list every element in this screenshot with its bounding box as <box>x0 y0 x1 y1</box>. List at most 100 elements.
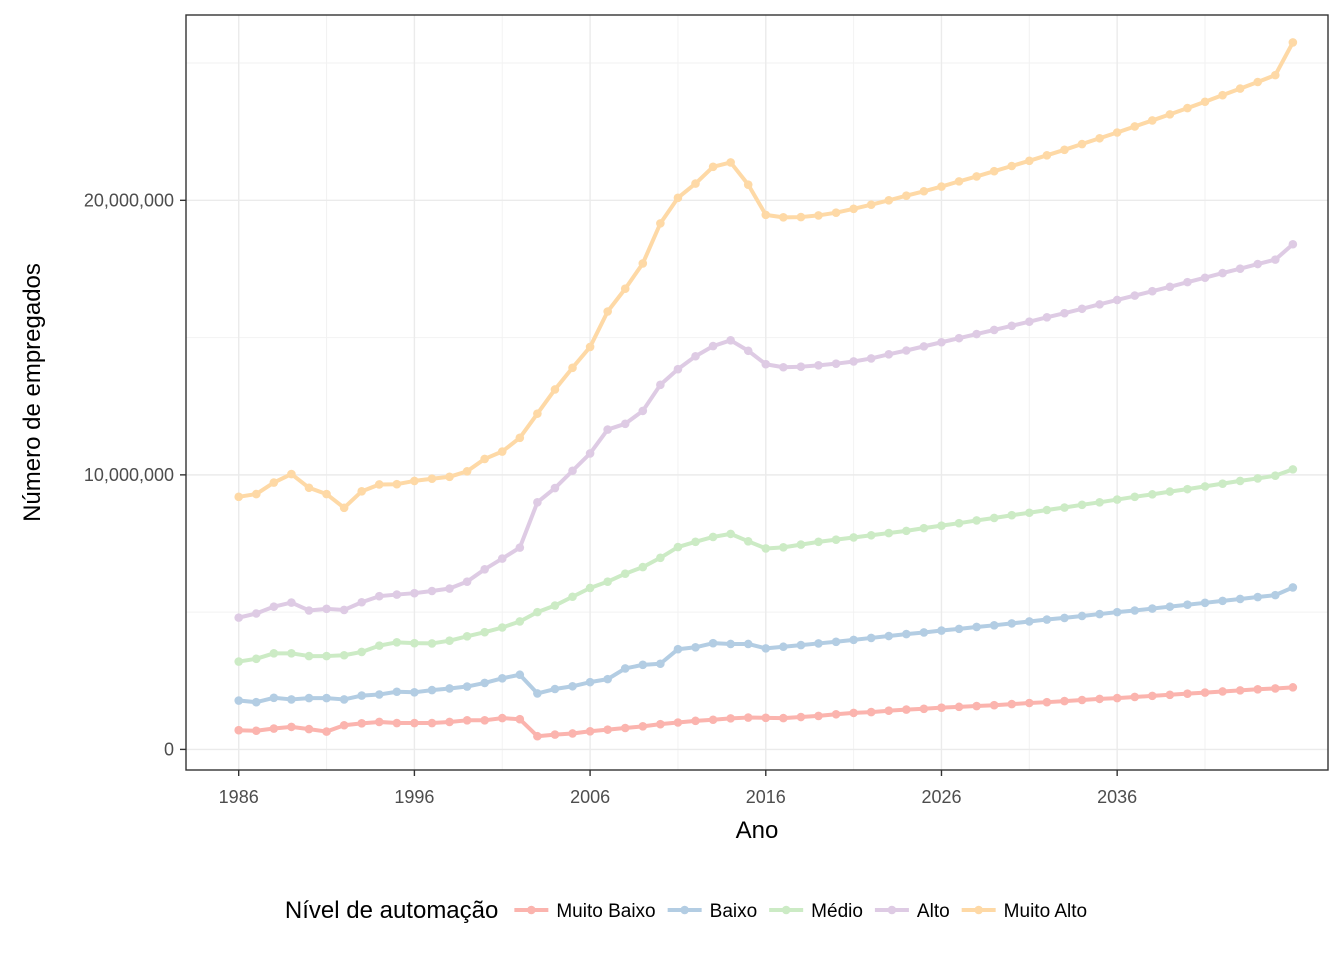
data-point <box>849 635 858 645</box>
data-point <box>1288 38 1298 47</box>
legend-label: Médio <box>811 901 863 922</box>
data-point <box>462 466 472 476</box>
data-point <box>1112 295 1122 305</box>
data-point <box>989 700 999 710</box>
data-point <box>1042 615 1052 624</box>
data-point <box>1235 264 1245 273</box>
data-point <box>1183 103 1192 113</box>
data-point <box>304 693 314 703</box>
data-point <box>743 639 753 649</box>
data-point <box>568 729 577 738</box>
data-point <box>1025 156 1034 166</box>
data-point <box>656 380 665 390</box>
series-baixo <box>234 583 1298 707</box>
data-point <box>550 684 560 694</box>
data-point <box>866 200 876 210</box>
data-point <box>884 350 894 359</box>
data-point <box>954 624 964 634</box>
data-point <box>1025 698 1034 708</box>
x-axis: 1986 1996 2006 2016 2026 2036 <box>219 770 1137 807</box>
data-point <box>638 259 648 268</box>
data-point <box>533 498 542 507</box>
data-point <box>989 621 999 630</box>
data-point <box>515 433 525 443</box>
data-point <box>322 651 331 661</box>
data-point <box>708 638 718 648</box>
data-point <box>1130 492 1140 502</box>
legend-key-point <box>781 905 791 915</box>
data-point <box>1200 482 1210 491</box>
data-point <box>287 598 296 607</box>
data-point <box>620 284 630 294</box>
data-point <box>339 605 349 615</box>
data-point <box>1148 604 1157 613</box>
data-point <box>234 657 244 666</box>
data-point <box>1253 684 1263 694</box>
data-point <box>269 478 279 487</box>
legend-item: Muito Baixo <box>514 901 656 922</box>
data-point <box>550 730 560 739</box>
data-point <box>392 590 402 599</box>
legend-title: Nível de automação <box>285 897 498 924</box>
data-point <box>234 492 244 502</box>
data-point <box>954 177 964 186</box>
data-point <box>339 695 349 704</box>
data-point <box>234 613 244 622</box>
data-point <box>322 604 331 614</box>
minor-gridlines <box>186 15 1328 770</box>
data-point <box>568 466 577 476</box>
data-point <box>392 718 402 728</box>
data-point <box>726 529 735 539</box>
data-point <box>251 697 261 707</box>
x-tick-label: 2006 <box>570 787 610 807</box>
data-point <box>287 722 296 732</box>
data-point <box>866 707 876 717</box>
legend: Nível de automação Muito Baixo Baixo Médio… <box>285 897 1087 924</box>
legend-label: Muito Alto <box>1004 901 1087 922</box>
x-axis-title: Ano <box>736 817 779 844</box>
data-point <box>251 726 261 736</box>
data-point <box>1200 688 1210 697</box>
data-point <box>1165 690 1175 700</box>
data-point <box>410 476 419 486</box>
data-point <box>1288 583 1298 592</box>
data-point <box>708 162 718 172</box>
data-point <box>743 180 753 189</box>
data-point <box>427 586 437 596</box>
data-point <box>603 577 612 586</box>
legend-key-point <box>887 905 897 915</box>
data-point <box>708 715 718 725</box>
data-point <box>779 543 788 552</box>
data-point <box>1077 695 1087 705</box>
data-point <box>410 588 419 598</box>
data-point <box>374 480 384 489</box>
data-point <box>673 718 683 727</box>
data-point <box>287 695 296 704</box>
data-point <box>743 346 753 356</box>
data-point <box>1060 613 1069 623</box>
data-point <box>743 713 753 722</box>
data-point <box>497 554 507 563</box>
data-point <box>726 714 735 723</box>
data-point <box>480 454 489 464</box>
data-point <box>761 544 771 553</box>
data-point <box>322 727 331 736</box>
data-point <box>1200 598 1210 608</box>
data-point <box>1165 282 1175 292</box>
x-tick-label: 2036 <box>1097 787 1137 807</box>
data-point <box>1060 145 1069 155</box>
data-point <box>708 341 718 351</box>
data-point <box>954 333 964 343</box>
data-point <box>462 682 472 691</box>
data-point <box>585 342 595 352</box>
data-point <box>374 717 384 727</box>
data-point <box>656 719 665 729</box>
data-point <box>620 664 630 673</box>
data-point <box>462 716 472 725</box>
data-point <box>533 689 542 698</box>
data-point <box>568 681 577 691</box>
x-tick-label: 2026 <box>921 787 961 807</box>
data-point <box>779 642 788 652</box>
data-point <box>902 705 911 714</box>
data-point <box>1218 687 1227 696</box>
